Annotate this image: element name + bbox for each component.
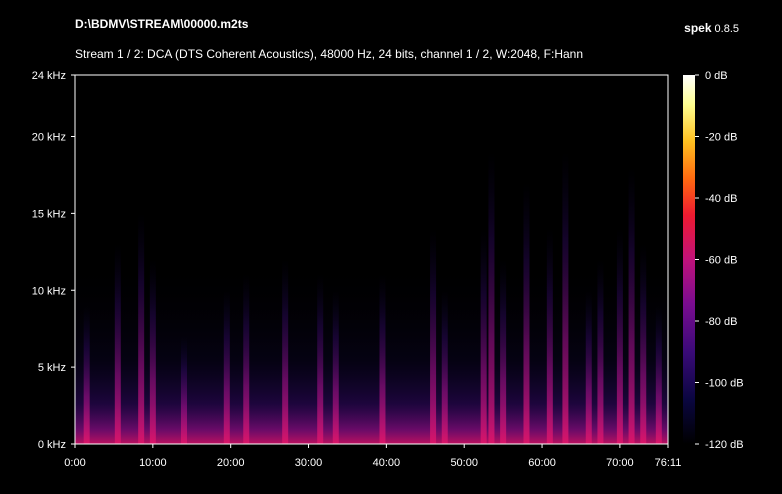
spectral-burst xyxy=(138,213,145,444)
colorbar-tick-label: -60 dB xyxy=(705,255,737,267)
spectral-burst xyxy=(616,228,623,444)
spectral-burst xyxy=(317,274,324,444)
spectral-burst xyxy=(523,182,530,444)
spectral-burst xyxy=(180,336,187,444)
spectral-burst xyxy=(500,259,507,444)
y-tick-label: 24 kHz xyxy=(32,70,66,82)
colorbar-tick-label: 0 dB xyxy=(705,70,728,82)
app-name: spek xyxy=(684,21,712,35)
spectral-burst xyxy=(488,151,495,444)
file-title: D:\BDMV\STREAM\00000.m2ts xyxy=(75,17,249,31)
colorbar-tick-label: -20 dB xyxy=(705,132,737,144)
colorbar-tick-label: -100 dB xyxy=(705,378,744,390)
spectral-burst xyxy=(332,290,339,444)
x-tick-label: 10:00 xyxy=(139,457,167,469)
colorbar xyxy=(683,75,695,444)
spectral-burst xyxy=(243,274,250,444)
x-tick-label: 60:00 xyxy=(528,457,556,469)
colorbar-tick-label: -120 dB xyxy=(705,439,744,451)
app-brand: spek 0.8.5 xyxy=(684,21,739,35)
y-tick-label: 5 kHz xyxy=(38,362,66,374)
app-version: 0.8.5 xyxy=(714,23,739,35)
spectral-burst xyxy=(597,259,604,444)
spectral-burst xyxy=(546,228,553,444)
y-tick-label: 0 kHz xyxy=(38,439,66,451)
spectral-burst xyxy=(441,290,448,444)
spectral-burst xyxy=(480,228,487,444)
spectral-burst xyxy=(223,290,230,444)
spectral-burst xyxy=(430,228,437,444)
x-tick-label: 20:00 xyxy=(217,457,245,469)
spectral-burst xyxy=(83,305,90,444)
spectral-burst xyxy=(282,259,289,444)
stream-info: Stream 1 / 2: DCA (DTS Coherent Acoustic… xyxy=(75,47,584,61)
y-tick-label: 15 kHz xyxy=(32,208,66,220)
spectral-burst xyxy=(628,167,635,444)
colorbar-tick-label: -40 dB xyxy=(705,193,737,205)
x-tick-label: 40:00 xyxy=(373,457,401,469)
spectral-burst xyxy=(114,244,121,444)
x-tick-label: 76:11 xyxy=(655,457,682,469)
spectral-burst xyxy=(149,259,156,444)
y-tick-label: 10 kHz xyxy=(32,285,66,297)
x-tick-label: 50:00 xyxy=(450,457,478,469)
plot-frame xyxy=(74,74,669,445)
spectral-burst xyxy=(655,305,662,444)
y-tick-label: 20 kHz xyxy=(32,132,66,144)
spectral-burst xyxy=(585,290,592,444)
spectral-burst xyxy=(562,151,569,444)
x-tick-label: 70:00 xyxy=(606,457,634,469)
spectral-burst xyxy=(379,274,386,444)
x-tick-label: 30:00 xyxy=(295,457,323,469)
low-frequency-band xyxy=(75,259,668,444)
x-tick-label: 0:00 xyxy=(64,457,85,469)
spectral-burst xyxy=(640,244,647,444)
colorbar-tick-label: -80 dB xyxy=(705,316,737,328)
